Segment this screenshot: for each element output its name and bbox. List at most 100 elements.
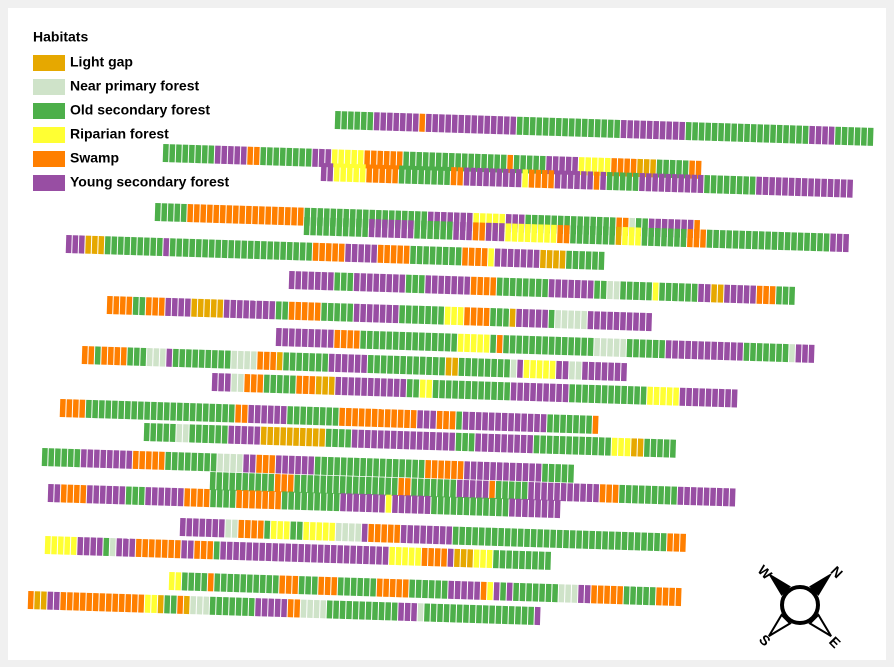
transect-cell	[502, 462, 510, 481]
transect-cell	[250, 374, 257, 393]
transect-cell	[310, 217, 317, 236]
transect-cell	[405, 459, 412, 478]
transect-cell	[534, 606, 541, 626]
transect-cell	[679, 387, 686, 406]
transect-cell	[492, 222, 499, 242]
transect-cell	[334, 457, 341, 476]
transect-cell	[377, 150, 384, 169]
transect-cell	[184, 452, 191, 471]
transect-cell	[581, 118, 588, 137]
transect-cell	[106, 296, 113, 315]
transect-cell	[180, 203, 187, 222]
transect-cell	[353, 330, 360, 349]
transect-cell	[718, 388, 725, 408]
transect	[211, 373, 738, 408]
transect-cell	[541, 499, 548, 518]
legend-title: Habitats	[33, 29, 88, 45]
transect-cell	[61, 448, 68, 467]
transect-cell	[533, 249, 540, 268]
transect-cell	[351, 149, 358, 169]
transect-cell	[562, 384, 569, 403]
transect-cell	[730, 284, 737, 304]
transect-cell	[515, 169, 522, 188]
transect-cell	[505, 550, 513, 569]
transect-cell	[266, 575, 273, 594]
transect-cell	[98, 236, 105, 255]
transect-cell	[179, 349, 186, 368]
transect-cell	[652, 173, 659, 192]
transect-cell	[198, 349, 205, 368]
transect-cell	[366, 330, 373, 350]
transect-cell	[380, 378, 387, 397]
transect-cell	[259, 542, 266, 561]
transect-cell	[292, 148, 299, 167]
transect-cell	[65, 235, 72, 254]
transect-cell	[421, 547, 428, 567]
transect-cell	[418, 459, 425, 479]
transect-cell	[157, 402, 164, 421]
transect-cell	[289, 375, 296, 394]
transect-cell	[711, 284, 718, 303]
transect-cell	[429, 246, 436, 265]
transect-cell	[483, 334, 490, 353]
transect-cell	[464, 307, 471, 326]
transect-cell	[386, 458, 393, 477]
transect-cell	[219, 205, 226, 224]
transect-cell	[669, 439, 677, 458]
transect-cell	[867, 127, 874, 146]
transect-cell	[452, 357, 459, 376]
transect-cell	[555, 360, 563, 380]
transect-cell	[419, 113, 426, 132]
transect-cell	[287, 474, 294, 493]
transect-cell	[324, 544, 331, 563]
transect-cell	[257, 520, 264, 539]
transect-cell	[154, 203, 161, 222]
transect-cell	[262, 300, 269, 320]
transect-cell	[559, 250, 566, 269]
transect-cell	[536, 117, 543, 136]
transect-cell	[114, 347, 121, 366]
transect-cell	[210, 489, 217, 508]
transect-cell	[150, 401, 157, 421]
transect-cell	[422, 152, 429, 171]
transect-cell	[290, 521, 297, 540]
transect-cell	[203, 488, 210, 508]
transect-cell	[169, 423, 176, 442]
transect	[65, 235, 605, 270]
transect-cell	[221, 145, 228, 165]
transect-cell	[341, 111, 348, 130]
transect-cell	[205, 349, 212, 369]
transect-cell	[531, 551, 539, 570]
transect-cell	[501, 605, 509, 625]
transect-cell	[488, 433, 495, 452]
transect-cell	[214, 145, 221, 164]
transect-cell	[227, 146, 234, 165]
transect-cell	[255, 490, 262, 509]
transect-cell	[478, 381, 485, 400]
transect-cell	[448, 580, 455, 599]
transect-cell	[171, 452, 178, 471]
transect-cell	[273, 147, 280, 166]
transect-cell	[576, 225, 583, 244]
transect-cell	[346, 163, 353, 182]
transect-cell	[521, 498, 529, 518]
transect-cell	[309, 522, 316, 541]
transect-cell	[348, 377, 355, 396]
transect-cell	[532, 583, 539, 602]
transect-cell	[265, 206, 272, 225]
transect-cell	[373, 304, 380, 323]
transect-cell	[762, 343, 770, 362]
transect-cell	[238, 519, 245, 539]
transect-cell	[177, 595, 184, 614]
transect-cell	[452, 380, 459, 399]
transect-cell	[703, 487, 710, 506]
transect-cell	[636, 586, 643, 605]
transect-cell	[563, 530, 570, 549]
transect-cell	[730, 175, 737, 195]
transect-cell	[261, 598, 268, 617]
transect-cell	[312, 428, 319, 447]
transect-cell	[93, 449, 100, 468]
transect-cell	[226, 541, 233, 560]
transect-cell	[509, 335, 516, 354]
transect-cell	[365, 408, 372, 427]
